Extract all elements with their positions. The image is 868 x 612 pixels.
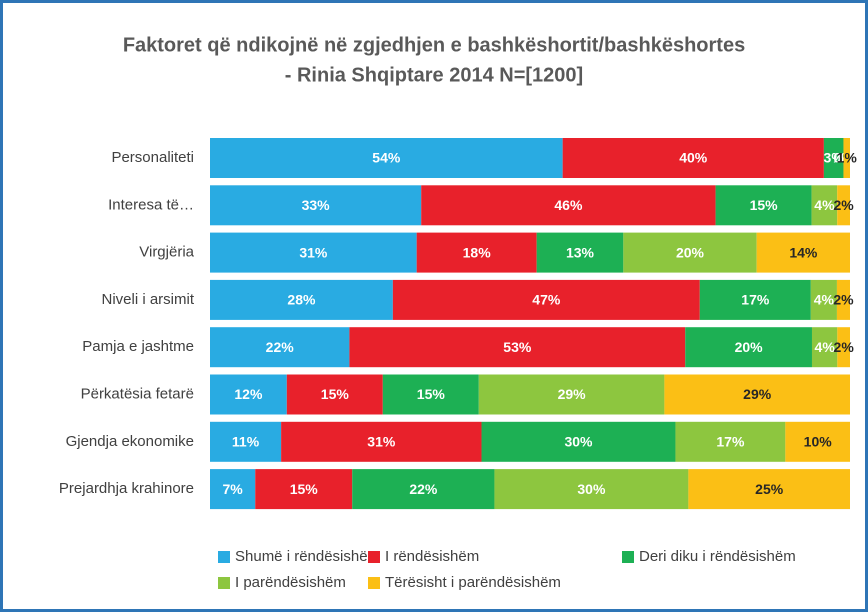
bar-segment (837, 327, 850, 368)
bar-segment (421, 185, 716, 226)
bar-segment (286, 374, 383, 415)
data-label: 29% (558, 386, 587, 402)
bar-segment (210, 279, 393, 320)
data-label: 46% (554, 197, 583, 213)
bar-segment (562, 138, 824, 178)
bar-segment (349, 327, 686, 368)
data-label: 10% (804, 434, 833, 450)
data-label: 54% (372, 150, 401, 166)
bar-segment (623, 232, 757, 273)
legend-swatch (368, 551, 380, 563)
bar-segment (210, 138, 563, 178)
bar-segment (811, 327, 838, 368)
data-label: 40% (679, 150, 708, 166)
category-label: Pamja e jashtme (82, 338, 194, 355)
bar-segment (756, 232, 850, 273)
category-label: Niveli i arsimit (101, 291, 194, 308)
bar-segment (494, 469, 689, 510)
category-label: Virgjëria (139, 244, 194, 261)
bar-segment (675, 421, 786, 462)
data-label: 22% (409, 481, 438, 497)
data-label: 12% (234, 386, 263, 402)
data-label: 2% (833, 292, 854, 308)
data-label: 18% (463, 244, 492, 260)
data-label: 4% (815, 339, 836, 355)
category-label: Përkatësia fetarë (81, 385, 194, 402)
legend-label: Deri diku i rëndësishëm (639, 548, 796, 565)
data-label: 11% (232, 434, 260, 450)
data-label: 31% (367, 434, 396, 450)
data-label: 30% (577, 481, 606, 497)
bar-segment (836, 279, 850, 320)
bar-segment (685, 327, 812, 368)
legend-swatch (622, 551, 634, 563)
bar-segment (210, 232, 417, 273)
data-label: 47% (532, 292, 561, 308)
data-label: 15% (417, 386, 446, 402)
chart-subtitle: - Rinia Shqiptare 2014 N=[1200] (285, 64, 583, 86)
data-label: 20% (676, 244, 705, 260)
bar-segment (715, 185, 812, 226)
data-label: 20% (735, 339, 764, 355)
bar-segment (210, 374, 287, 415)
data-label: 31% (299, 244, 328, 260)
category-label: Prejardhja krahinore (59, 480, 194, 497)
bar-segment (837, 185, 850, 226)
data-label: 1% (837, 150, 858, 166)
data-label: 17% (716, 434, 745, 450)
data-label: 33% (302, 197, 331, 213)
bar-segment (210, 469, 256, 510)
data-label: 25% (755, 481, 784, 497)
data-label: 15% (321, 386, 350, 402)
data-label: 7% (223, 481, 244, 497)
legend-label: Shumë i rëndësishëm (235, 548, 380, 565)
data-label: 3% (824, 150, 845, 166)
legend-swatch (368, 577, 380, 589)
category-label: Personaliteti (111, 149, 194, 166)
data-label: 15% (290, 481, 319, 497)
bar-segment (536, 232, 624, 273)
data-label: 2% (833, 197, 854, 213)
bar-segment (823, 138, 844, 178)
data-label: 13% (566, 244, 595, 260)
data-label: 14% (789, 244, 818, 260)
category-label: Interesa të… (108, 196, 194, 213)
data-label: 22% (266, 339, 295, 355)
bar-segment (210, 185, 422, 226)
legend-label: Tërësisht i parëndësishëm (385, 574, 561, 591)
data-label: 2% (834, 339, 855, 355)
bar-segment (210, 421, 282, 462)
data-label: 15% (750, 197, 779, 213)
bar-segment (281, 421, 482, 462)
legend-label: I rëndësishëm (385, 548, 479, 565)
data-label: 30% (564, 434, 593, 450)
bar-segment (664, 374, 850, 415)
data-label: 17% (741, 292, 770, 308)
data-label: 4% (814, 292, 835, 308)
bar-segment (392, 279, 700, 320)
data-label: 28% (287, 292, 316, 308)
data-label: 4% (814, 197, 835, 213)
data-label: 53% (503, 339, 532, 355)
bar-segment (210, 327, 350, 368)
bar-segment (785, 421, 850, 462)
bar-segment (478, 374, 665, 415)
bar-segment (481, 421, 676, 462)
legend-swatch (218, 551, 230, 563)
category-label: Gjendja ekonomike (66, 433, 194, 450)
bar-segment (255, 469, 353, 510)
bar-segment (382, 374, 479, 415)
data-label: 29% (743, 386, 772, 402)
bar-segment (843, 138, 850, 178)
bar-segment (699, 279, 811, 320)
legend-label: I parëndësishëm (235, 574, 346, 591)
bar-segment (810, 279, 837, 320)
bar-segment (811, 185, 838, 226)
chart-title: Faktoret që ndikojnë në zgjedhjen e bash… (123, 34, 745, 56)
bar-segment (352, 469, 495, 510)
bar-segment (688, 469, 850, 510)
bar-segment (416, 232, 537, 273)
legend-swatch (218, 577, 230, 589)
